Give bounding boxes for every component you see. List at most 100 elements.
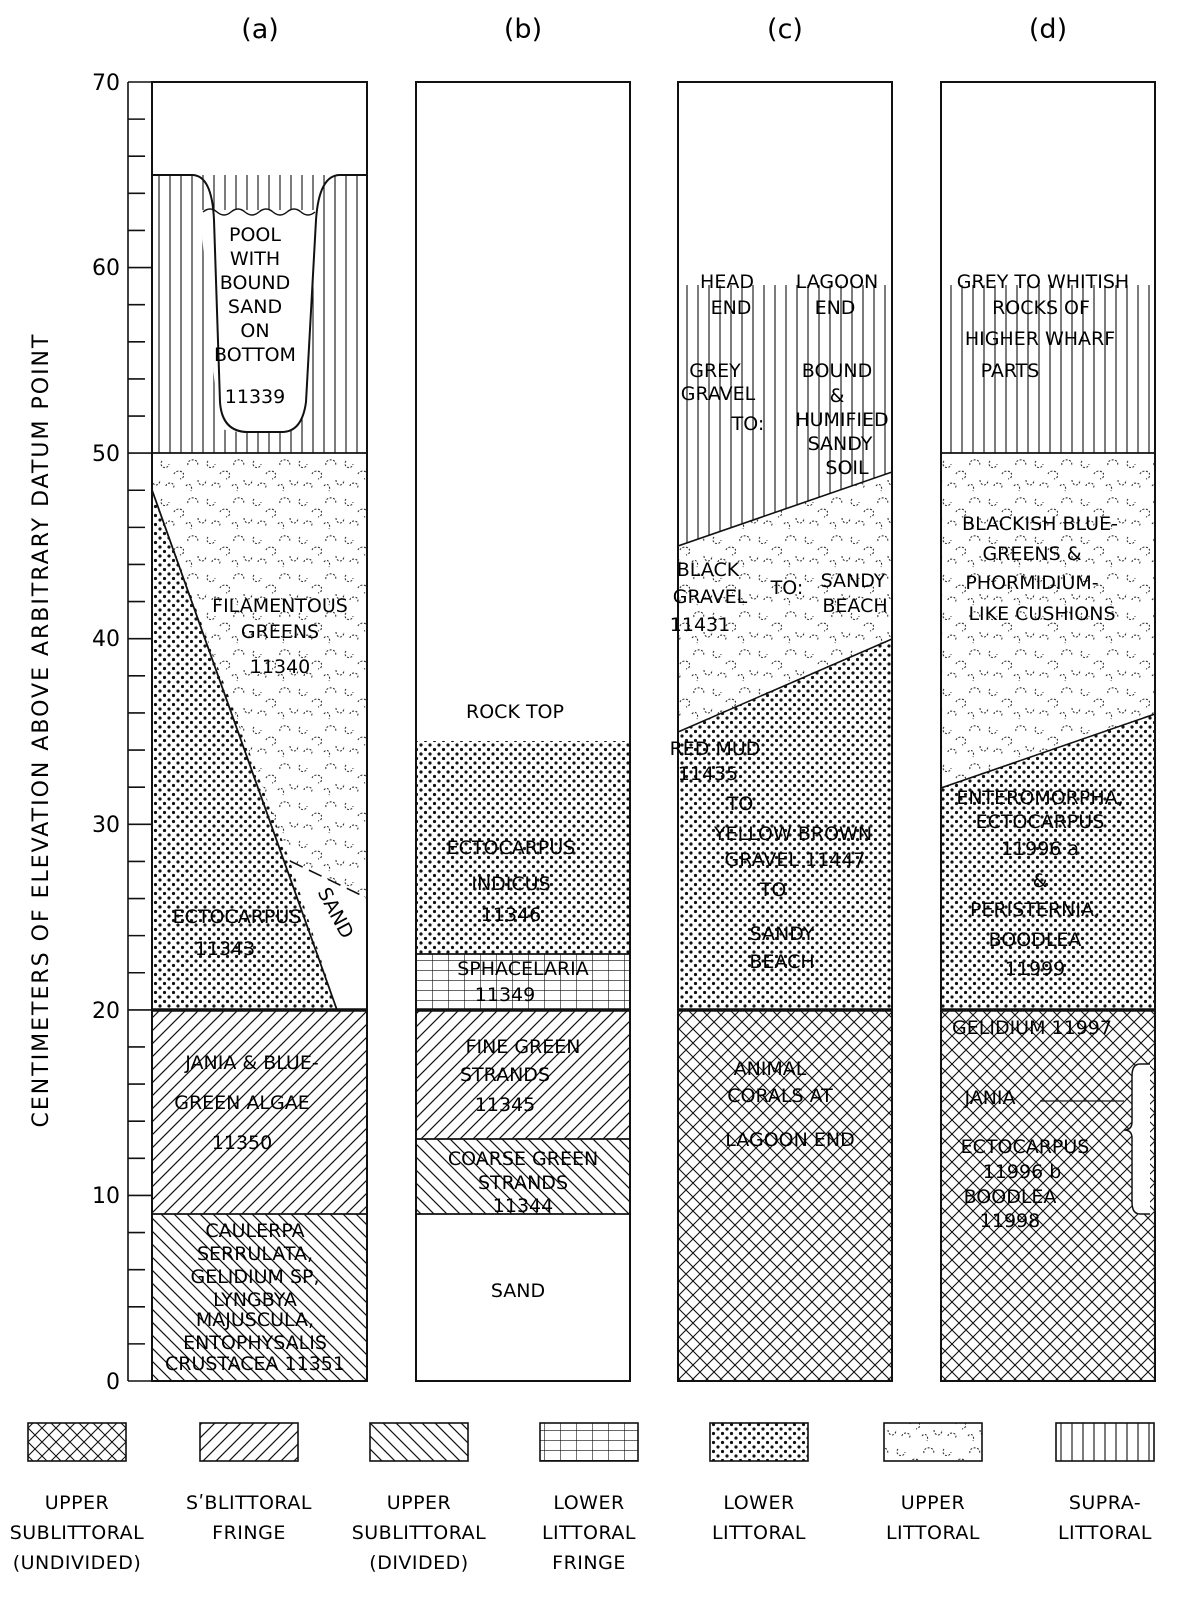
zone-label-text: GREEN ALGAE <box>174 1092 310 1114</box>
legend-label: SʹBLITTORAL <box>186 1492 312 1514</box>
zone-label-text: TO <box>726 793 754 815</box>
zone-label-text: BLACKISH BLUE- <box>962 513 1118 535</box>
zone-label-text: PARTS <box>981 360 1040 382</box>
zone-label-text: GRAVEL 11447 <box>724 849 865 871</box>
legend-label: UPPER <box>387 1492 452 1514</box>
zone-label-text: 11349 <box>475 984 535 1006</box>
zone-label-text: HEAD <box>700 271 754 293</box>
zone-sublittoral-fringe <box>416 1010 630 1139</box>
zone-label-text: SANDY <box>750 923 815 945</box>
legend-label: LITTORAL <box>886 1522 980 1544</box>
y-tick-label: 20 <box>92 999 120 1024</box>
zone-label-text: LAGOON <box>796 271 879 293</box>
legend-swatch <box>199 1422 299 1462</box>
zone-label-text: STRANDS <box>478 1172 568 1194</box>
panel-letter-a: (a) <box>241 14 279 45</box>
zone-label-text: SANDY <box>808 433 873 455</box>
zone-label-text: ROCKS OF <box>992 297 1090 319</box>
zone-label-text: 11340 <box>250 656 310 678</box>
zone-label-text: ROCK TOP <box>466 701 564 723</box>
legend-label: SUPRA- <box>1069 1492 1141 1514</box>
zone-label-text: SAND <box>228 296 282 318</box>
zone-label-text: 11343 <box>195 938 255 960</box>
zone-supra-littoral <box>678 285 892 546</box>
zone-label-text: STRANDS <box>460 1064 550 1086</box>
panel-letter-d: (d) <box>1029 14 1067 45</box>
y-tick-label: 10 <box>92 1184 120 1209</box>
zone-label-text: & <box>1033 870 1048 892</box>
zone-label-text: LYNGBYA <box>213 1289 297 1311</box>
zone-label-text: ECTOCARPUS <box>173 906 302 928</box>
legend-label: UPPER <box>901 1492 966 1514</box>
zone-label-text: BEACH <box>749 951 814 973</box>
zone-label-text: ENTOPHYSALIS <box>183 1332 327 1354</box>
zone-label-text: 11345 <box>475 1094 535 1116</box>
zone-label-text: ENTEROMORPHA, <box>956 787 1123 809</box>
zone-upper-sublittoral-divided <box>416 1139 630 1214</box>
legend-label: (UNDIVIDED) <box>13 1552 142 1574</box>
zone-label-text: 11998 <box>980 1210 1040 1232</box>
y-tick-label: 50 <box>92 442 120 467</box>
zone-label-text: BOUND <box>802 360 872 382</box>
zone-label-text: WITH <box>230 248 280 270</box>
zone-label-text: FINE GREEN <box>466 1036 581 1058</box>
zone-label-text: TO <box>759 879 787 901</box>
panel-d <box>941 285 1155 1381</box>
zone-label-text: GREY <box>689 360 741 382</box>
zone-label-text: BLACK <box>677 559 740 581</box>
zone-label-text: GRAVEL <box>681 383 756 405</box>
zone-label-text: 11339 <box>225 386 285 408</box>
legend-label: FRINGE <box>212 1522 286 1544</box>
zone-label-text: GELIDIUM 11997 <box>952 1017 1112 1039</box>
panel-a <box>152 174 367 1381</box>
legend-label: SUBLITTORAL <box>10 1522 145 1544</box>
zone-lower-littoral <box>941 714 1155 1010</box>
legend-label: LOWER <box>553 1492 624 1514</box>
zone-label-text: & <box>830 385 845 407</box>
zone-label-text: END <box>815 297 856 319</box>
zone-label-text: ECTOCARPUS <box>447 837 576 859</box>
legend-label: LITTORAL <box>542 1522 636 1544</box>
zone-label-text: TO: <box>731 413 765 435</box>
zone-label-text: 11346 <box>481 904 541 926</box>
zone-supra-littoral <box>941 285 1155 453</box>
y-axis <box>127 81 152 1382</box>
zone-label-text: 11350 <box>212 1132 272 1154</box>
zone-label-text: GELIDIUM SP, <box>190 1266 319 1288</box>
zone-label-text: PHORMIDIUM- <box>965 572 1098 594</box>
zone-upper-sublittoral-undivided <box>941 1010 1155 1381</box>
zone-label-text: TO: <box>770 577 804 599</box>
zone-label-text: BOTTOM <box>214 344 296 366</box>
y-tick-label: 70 <box>92 71 120 96</box>
zone-label-text: BOODLEA <box>989 929 1082 951</box>
zone-label-text: JANIA & BLUE- <box>184 1052 318 1074</box>
y-axis-label: CENTIMETERS OF ELEVATION ABOVE ARBITRARY… <box>29 333 54 1128</box>
legend-swatch <box>709 1422 809 1462</box>
zone-label-text: SANDY <box>821 570 886 592</box>
legend-label: UPPER <box>45 1492 110 1514</box>
legend-label: (DIVIDED) <box>369 1552 468 1574</box>
zone-label-text: PERISTERNIA, <box>970 899 1100 921</box>
zone-label-text: YELLOW BROWN <box>713 823 872 845</box>
zone-label-text: 11344 <box>493 1195 553 1217</box>
y-tick-labels: 0 10 20 30 40 50 60 70 <box>92 71 120 1395</box>
zone-label-text: 11996 a <box>1001 838 1079 860</box>
zone-label-text: 11996 b <box>983 1161 1062 1183</box>
zone-label-text: GRAVEL <box>673 586 748 608</box>
zone-label-text: 11999 <box>1005 958 1065 980</box>
zone-label-text: BOODLEA <box>964 1186 1057 1208</box>
zone-label-text: SERRULATA, <box>197 1243 313 1265</box>
zone-upper-sublittoral-undivided <box>678 1010 892 1381</box>
zone-label-text: CAULERPA <box>205 1220 304 1242</box>
zone-label-text: HUMIFIED <box>795 409 888 431</box>
zone-label-text: SAND <box>491 1280 545 1302</box>
legend-swatch <box>539 1422 639 1462</box>
zone-label-text: 11431 <box>670 614 730 636</box>
zone-upper-littoral <box>678 472 892 732</box>
y-tick-label: 30 <box>92 813 120 838</box>
zone-label-text: LAGOON END <box>725 1129 854 1151</box>
zone-label-text: MAJUSCULA, <box>196 1309 314 1331</box>
zone-label-text: ECTOCARPUS <box>976 811 1105 833</box>
zone-label-text: SPHACELARIA <box>457 958 589 980</box>
